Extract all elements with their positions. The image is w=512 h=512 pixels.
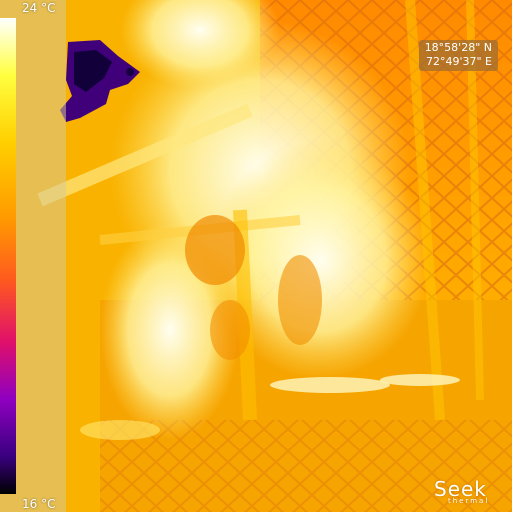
min-temperature-label: 16 °C: [22, 497, 56, 511]
latitude-readout: 18°58'28" N: [424, 41, 492, 54]
gps-coordinates: 18°58'28" N 72°49'37" E: [418, 40, 498, 71]
longitude-readout: 72°49'37" E: [425, 55, 492, 68]
logo-subtitle: thermal: [448, 497, 490, 505]
temperature-color-bar: [0, 18, 16, 494]
logo-wordmark: Seek: [434, 477, 487, 501]
seek-thermal-logo: Seek thermal: [434, 477, 500, 507]
max-temperature-label: 24 °C: [22, 1, 56, 15]
